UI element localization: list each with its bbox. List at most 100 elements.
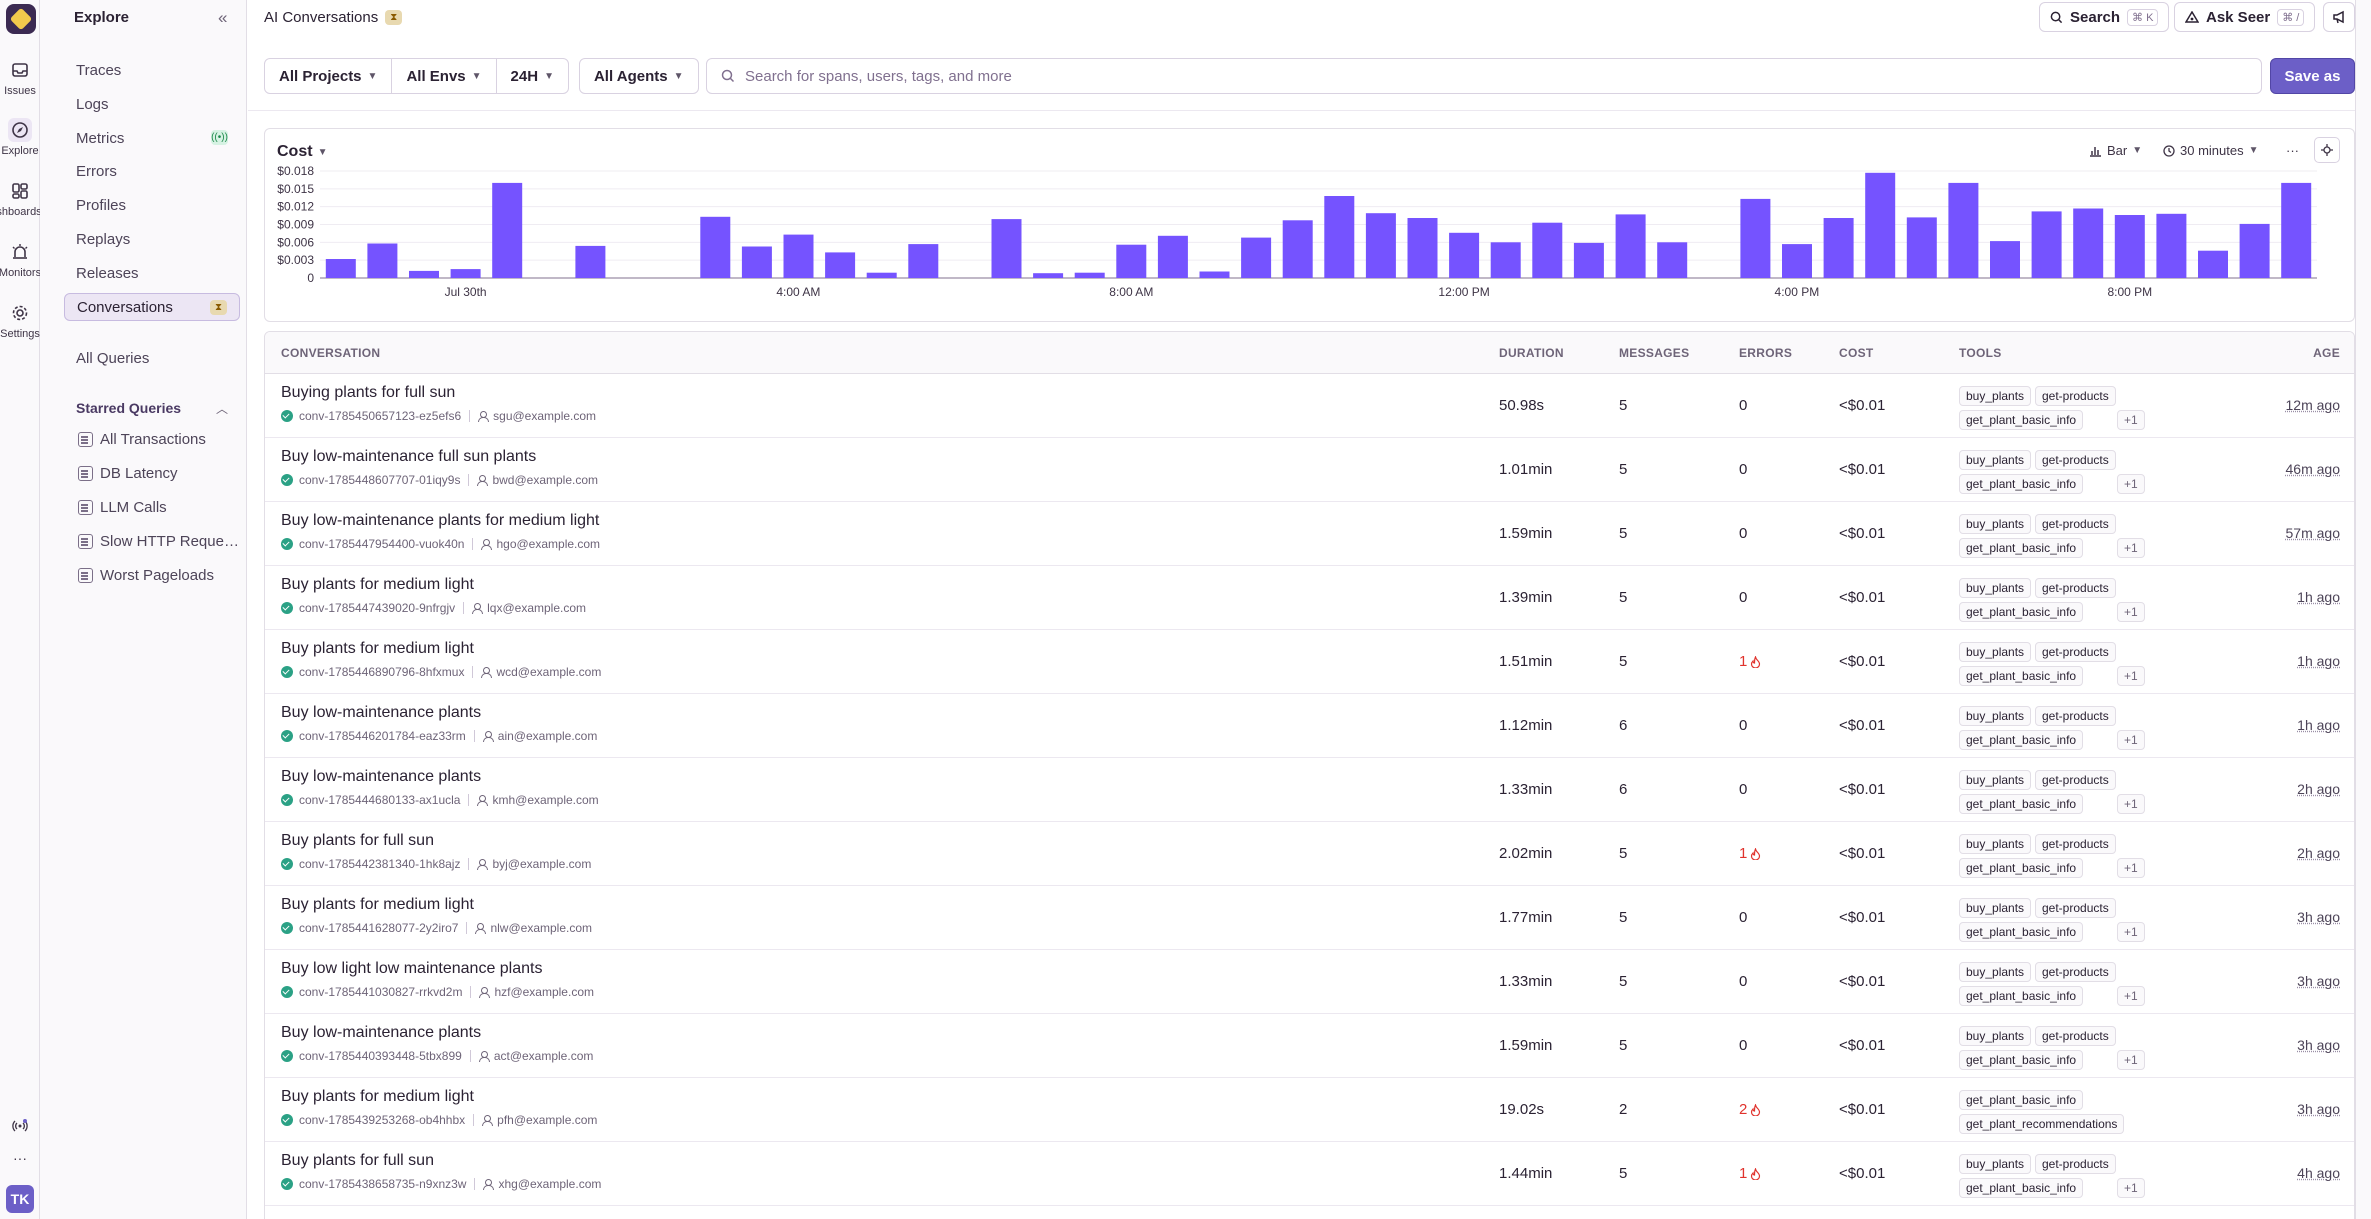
more-tools-badge[interactable]: +1 xyxy=(2117,922,2145,942)
more-tools-badge[interactable]: +1 xyxy=(2117,602,2145,622)
chart-bar[interactable] xyxy=(1990,241,2020,278)
starred-query-item[interactable]: LLM Calls xyxy=(78,499,167,516)
chevron-up-icon[interactable]: ︿ xyxy=(216,400,228,417)
conversation-title[interactable]: Buy plants for full sun xyxy=(281,832,434,850)
chart-bar[interactable] xyxy=(825,252,855,278)
starred-query-item[interactable]: All Transactions xyxy=(78,431,206,448)
column-header-tools[interactable]: TOOLS xyxy=(1959,346,2002,360)
chart-bar[interactable] xyxy=(1657,242,1687,278)
table-row[interactable]: Buy plants for medium light conv-17854392… xyxy=(265,1078,2355,1142)
starred-query-item[interactable]: Slow HTTP Reque… xyxy=(78,533,239,550)
table-row[interactable]: Buy plants for medium light conv-17854468… xyxy=(265,630,2355,694)
chart-bar[interactable] xyxy=(326,259,356,278)
project-selector[interactable]: All Projects ▼ xyxy=(265,59,392,93)
chart-bar[interactable] xyxy=(1948,183,1978,278)
chart-bar[interactable] xyxy=(575,246,605,278)
nav-item-releases[interactable]: Releases xyxy=(64,259,240,287)
more-tools-badge[interactable]: +1 xyxy=(2117,1050,2145,1070)
table-row[interactable]: Buy low-maintenance plants conv-178544620… xyxy=(265,694,2355,758)
chart-bar[interactable] xyxy=(700,217,730,278)
conversation-title[interactable]: Buy low-maintenance plants xyxy=(281,704,481,722)
chart-bar[interactable] xyxy=(784,235,814,278)
nav-item-traces[interactable]: Traces xyxy=(64,56,240,84)
chart-bar[interactable] xyxy=(1782,244,1812,278)
conversation-title[interactable]: Buy low-maintenance plants xyxy=(281,768,481,786)
column-header-duration[interactable]: DURATION xyxy=(1499,346,1564,360)
conversation-title[interactable]: Buy low light low maintenance plants xyxy=(281,960,542,978)
age-cell[interactable]: 3h ago xyxy=(2297,1037,2340,1053)
age-cell[interactable]: 46m ago xyxy=(2286,461,2340,477)
chart-bar[interactable] xyxy=(1324,196,1354,278)
age-cell[interactable]: 3h ago xyxy=(2297,973,2340,989)
chart-bar[interactable] xyxy=(2281,183,2311,278)
chart-bar[interactable] xyxy=(1158,236,1188,278)
nav-item-profiles[interactable]: Profiles xyxy=(64,191,240,219)
starred-query-item[interactable]: Worst Pageloads xyxy=(78,567,214,584)
chart-bar[interactable] xyxy=(1116,245,1146,278)
table-row[interactable]: Buy low light low maintenance plants conv… xyxy=(265,950,2355,1014)
more-tools-badge[interactable]: +1 xyxy=(2117,730,2145,750)
rail-item-settings[interactable]: Settings xyxy=(0,301,40,340)
table-row[interactable]: Buy plants for medium light conv-17854416… xyxy=(265,886,2355,950)
chart-bar[interactable] xyxy=(367,244,397,279)
chart-bar[interactable] xyxy=(2198,251,2228,278)
more-tools-badge[interactable]: +1 xyxy=(2117,1178,2145,1198)
agents-selector[interactable]: All Agents ▼ xyxy=(580,59,698,93)
nav-item-metrics[interactable]: Metrics ((•)) xyxy=(64,124,240,152)
rail-item-issues[interactable]: Issues xyxy=(0,58,40,97)
chart-bar[interactable] xyxy=(451,269,481,278)
more-tools-badge[interactable]: +1 xyxy=(2117,538,2145,558)
conversation-title[interactable]: Buying plants for full sun xyxy=(281,384,455,402)
chart-bar[interactable] xyxy=(992,219,1022,278)
chart-title[interactable]: Cost ▼ xyxy=(277,143,327,161)
age-cell[interactable]: 1h ago xyxy=(2297,589,2340,605)
age-cell[interactable]: 2h ago xyxy=(2297,845,2340,861)
errors-cell[interactable]: 1 xyxy=(1739,653,1761,670)
table-row[interactable]: Buying plants for full sun conv-178545065… xyxy=(265,374,2355,438)
more-tools-badge[interactable]: +1 xyxy=(2117,410,2145,430)
age-cell[interactable]: 12m ago xyxy=(2286,397,2340,413)
sentry-logo-icon[interactable] xyxy=(6,4,36,34)
chart-bar[interactable] xyxy=(1740,199,1770,278)
nav-item-errors[interactable]: Errors xyxy=(64,157,240,185)
chart-bar[interactable] xyxy=(2073,209,2103,279)
more-tools-badge[interactable]: +1 xyxy=(2117,858,2145,878)
chart-type-selector[interactable]: Bar ▼ xyxy=(2089,143,2142,158)
nav-item-all-queries[interactable]: All Queries xyxy=(64,344,240,372)
search-input[interactable]: Search for spans, users, tags, and more xyxy=(706,58,2262,94)
starred-query-item[interactable]: DB Latency xyxy=(78,465,178,482)
chart-bar[interactable] xyxy=(2032,211,2062,278)
chart-bar[interactable] xyxy=(2156,214,2186,278)
conversation-title[interactable]: Buy plants for medium light xyxy=(281,576,474,594)
date-range-selector[interactable]: 24H ▼ xyxy=(497,59,568,93)
chart-bar[interactable] xyxy=(742,247,772,279)
nav-item-logs[interactable]: Logs xyxy=(64,90,240,118)
conversation-title[interactable]: Buy low-maintenance plants xyxy=(281,1024,481,1042)
chart-bar[interactable] xyxy=(908,244,938,278)
chart-bar[interactable] xyxy=(2115,215,2145,278)
chart-bar[interactable] xyxy=(1532,223,1562,278)
conversation-title[interactable]: Buy plants for medium light xyxy=(281,1088,474,1106)
column-header-cost[interactable]: COST xyxy=(1839,346,1874,360)
chart-bar[interactable] xyxy=(1033,273,1063,278)
table-row[interactable]: Buy low-maintenance plants conv-178544039… xyxy=(265,1014,2355,1078)
age-cell[interactable]: 3h ago xyxy=(2297,1101,2340,1117)
rail-item-dashboards[interactable]: ashboards xyxy=(0,179,40,218)
chart-focus-button[interactable] xyxy=(2314,137,2340,163)
chart-bar[interactable] xyxy=(1574,243,1604,278)
save-as-button[interactable]: Save as xyxy=(2270,58,2355,94)
errors-cell[interactable]: 1 xyxy=(1739,1165,1761,1182)
table-row[interactable]: Buy low-maintenance plants conv-178544468… xyxy=(265,758,2355,822)
conversation-title[interactable]: Buy plants for full sun xyxy=(281,1152,434,1170)
search-button[interactable]: Search ⌘ K xyxy=(2039,2,2169,32)
column-header-errors[interactable]: ERRORS xyxy=(1739,346,1792,360)
feedback-button[interactable] xyxy=(2323,2,2355,32)
conversation-title[interactable]: Buy low-maintenance full sun plants xyxy=(281,448,536,466)
table-row[interactable]: Buy low-maintenance full sun plants conv-… xyxy=(265,438,2355,502)
age-cell[interactable]: 4h ago xyxy=(2297,1165,2340,1181)
broadcast-icon[interactable] xyxy=(6,1112,34,1140)
chart-bar[interactable] xyxy=(409,271,439,278)
chart-bar[interactable] xyxy=(1075,273,1105,278)
environment-selector[interactable]: All Envs ▼ xyxy=(392,59,496,93)
conversation-title[interactable]: Buy plants for medium light xyxy=(281,640,474,658)
